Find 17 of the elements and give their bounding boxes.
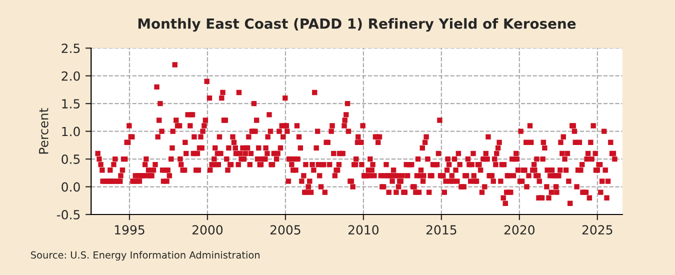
chart-title: Monthly East Coast (PADD 1) Refinery Yield of Kerosene	[138, 18, 576, 32]
y-tick-label: 2.0	[62, 71, 80, 81]
x-tick-label: 2020	[504, 225, 534, 235]
y-axis-title: Percent	[39, 108, 48, 154]
x-tick-label: 1995	[114, 225, 144, 235]
y-tick-label: 0.5	[62, 154, 80, 164]
y-tick-label: -0.5	[56, 210, 80, 220]
y-tick-label: 1.0	[62, 126, 80, 136]
y-tick-label: 1.5	[62, 99, 80, 109]
x-tick-label: 2005	[270, 225, 300, 235]
y-tick-label: 0.0	[62, 182, 80, 192]
y-tick-label: 2.5	[62, 44, 80, 54]
source-note: Source: U.S. Energy Information Administration	[31, 251, 260, 261]
x-tick-label: 2000	[192, 225, 223, 235]
x-tick-label: 2015	[426, 225, 456, 235]
x-tick-label: 2010	[348, 225, 379, 235]
x-tick-label: 2025	[582, 225, 612, 235]
